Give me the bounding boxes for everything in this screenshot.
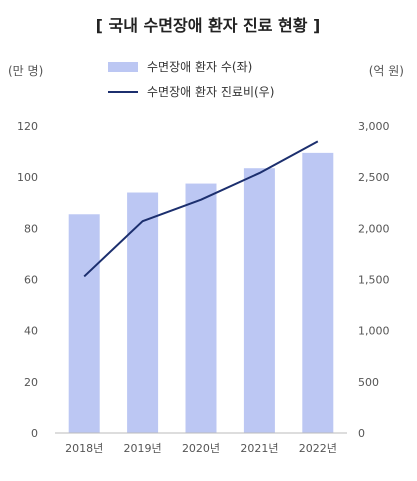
legend-bar-swatch [108, 62, 138, 72]
right-tick-label: 2,500 [358, 171, 390, 184]
right-tick-label: 1,500 [358, 274, 390, 287]
left-tick-label: 20 [24, 376, 38, 389]
left-axis-ticks: 0 20 40 60 80 100 120 [17, 120, 38, 440]
x-tick-label: 2022년 [299, 442, 337, 455]
chart-title: [ 국내 수면장애 환자 진료 현황 ] [96, 16, 321, 35]
right-axis-unit: (억 원) [369, 64, 404, 78]
right-tick-label: 0 [358, 427, 365, 440]
legend-bar-label: 수면장애 환자 수(좌) [147, 60, 252, 74]
left-tick-label: 120 [17, 120, 38, 133]
left-tick-label: 0 [31, 427, 38, 440]
line-series [83, 140, 319, 278]
legend: 수면장애 환자 수(좌) 수면장애 환자 진료비(우) [108, 60, 274, 99]
right-tick-label: 2,000 [358, 222, 390, 235]
bar [185, 183, 217, 433]
x-tick-label: 2018년 [65, 442, 103, 455]
right-axis-ticks: 0 500 1,000 1,500 2,000 2,500 3,000 [358, 120, 390, 440]
series-line [83, 140, 319, 278]
x-tick-label: 2019년 [124, 442, 162, 455]
x-axis-ticks: 2018년 2019년 2020년 2021년 2022년 [65, 442, 337, 455]
x-tick-label: 2021년 [240, 442, 278, 455]
x-tick-label: 2020년 [182, 442, 220, 455]
bar-series [68, 152, 334, 434]
right-tick-label: 3,000 [358, 120, 390, 133]
left-tick-label: 80 [24, 222, 38, 235]
legend-line-label: 수면장애 환자 진료비(우) [147, 85, 274, 99]
bar [68, 214, 100, 433]
right-tick-label: 500 [358, 376, 379, 389]
bar [302, 152, 334, 434]
left-tick-label: 40 [24, 325, 38, 338]
left-tick-label: 100 [17, 171, 38, 184]
left-axis-unit: (만 명) [8, 64, 43, 78]
bar [243, 168, 275, 433]
left-tick-label: 60 [24, 274, 38, 287]
right-tick-label: 1,000 [358, 325, 390, 338]
bar [127, 192, 159, 433]
